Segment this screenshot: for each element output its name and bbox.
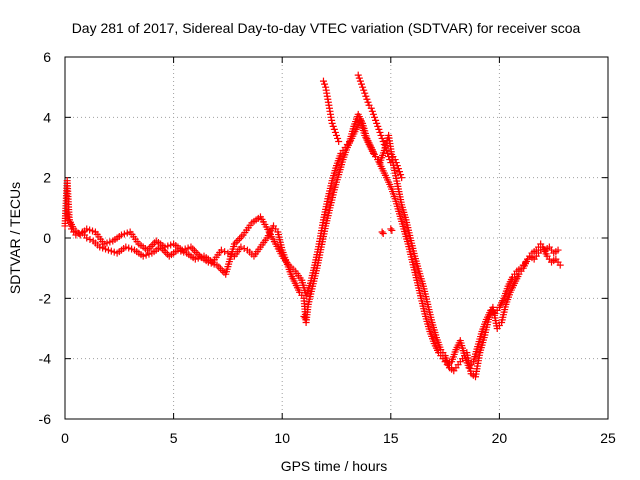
data-point <box>217 246 225 254</box>
data-point <box>369 110 377 118</box>
data-point <box>381 144 389 151</box>
data-point <box>335 137 343 145</box>
data-point <box>368 107 376 115</box>
data-point <box>379 137 387 145</box>
y-axis-label: SDTVAR / TECUs <box>7 182 23 294</box>
data-point <box>224 249 232 257</box>
data-point <box>395 168 403 176</box>
data-point <box>355 74 363 82</box>
data-point <box>371 113 379 121</box>
x-tick-label: 10 <box>274 430 290 446</box>
y-tick-label: 2 <box>43 170 51 186</box>
data-point <box>388 226 396 234</box>
data-point <box>376 128 384 136</box>
y-tick-label: 6 <box>43 49 51 65</box>
data-point <box>367 104 375 112</box>
data-point <box>382 147 390 155</box>
data-point <box>379 229 387 237</box>
data-point <box>301 314 309 322</box>
y-tick-label: -2 <box>39 290 52 306</box>
data-point <box>398 174 406 182</box>
data-point <box>391 156 399 164</box>
data-point <box>62 207 70 215</box>
x-tick-labels: 0 5 10 15 20 25 <box>61 430 616 446</box>
data-point <box>334 134 342 142</box>
data-point <box>378 228 386 236</box>
data-point <box>330 125 338 133</box>
data-point <box>392 159 400 167</box>
x-tick-label: 0 <box>61 430 69 446</box>
data-point <box>377 131 385 139</box>
x-tick-label: 20 <box>492 430 508 446</box>
data-point <box>372 116 380 124</box>
data-point <box>375 125 383 133</box>
y-tick-label: -6 <box>39 411 52 427</box>
data-point <box>83 234 91 242</box>
x-tick-label: 25 <box>600 430 616 446</box>
y-tick-label: 4 <box>43 109 51 125</box>
data-point <box>361 89 369 97</box>
data-point <box>237 233 245 241</box>
y-tick-label: 0 <box>43 230 51 246</box>
data-point <box>333 131 340 139</box>
y-tick-label: -4 <box>39 351 52 367</box>
x-axis-label: GPS time / hours <box>281 458 388 474</box>
data-point <box>374 122 382 130</box>
data-point <box>363 95 371 103</box>
plot-frame <box>64 56 609 420</box>
data-point <box>189 245 197 253</box>
data-point <box>359 83 367 91</box>
data-point <box>234 236 242 244</box>
data-point <box>63 210 71 218</box>
data-point <box>387 225 395 233</box>
data-point <box>397 171 405 179</box>
data-point <box>221 248 229 256</box>
data-point <box>393 162 401 170</box>
data-point <box>362 92 370 100</box>
data-point <box>86 236 94 244</box>
data-point <box>360 86 368 94</box>
data-point <box>300 312 308 320</box>
data-point <box>236 235 244 243</box>
data-point <box>356 77 364 85</box>
data-point <box>319 77 327 85</box>
data-point <box>321 80 329 88</box>
data-point <box>190 247 198 255</box>
data-point <box>556 261 564 269</box>
data-point <box>64 213 72 221</box>
grid-lines <box>65 57 608 419</box>
data-point <box>373 119 381 127</box>
data-point <box>394 165 402 173</box>
y-tick-labels: -6 -4 -2 0 2 4 6 <box>39 49 52 427</box>
data-point <box>554 246 562 254</box>
chart-title: Day 281 of 2017, Sidereal Day-to-day VTE… <box>72 20 581 36</box>
data-point <box>384 150 392 158</box>
data-point <box>240 245 248 253</box>
x-tick-label: 15 <box>383 430 399 446</box>
data-points <box>61 71 564 381</box>
data-point <box>331 128 339 136</box>
x-tick-label: 5 <box>170 430 178 446</box>
data-point <box>218 267 226 275</box>
data-point <box>354 71 362 79</box>
data-point <box>357 80 365 88</box>
axis-ticks <box>64 56 609 420</box>
data-point <box>380 140 388 148</box>
data-point <box>237 243 245 251</box>
data-point <box>378 134 386 142</box>
data-point <box>328 119 336 127</box>
data-point <box>364 98 372 106</box>
data-point <box>329 122 337 130</box>
